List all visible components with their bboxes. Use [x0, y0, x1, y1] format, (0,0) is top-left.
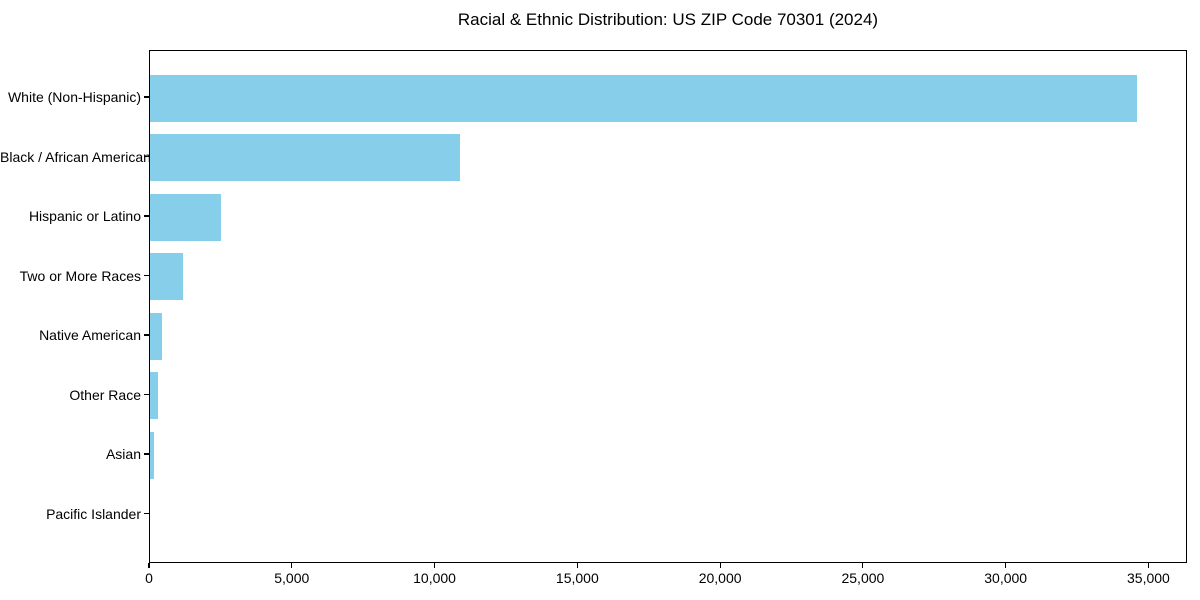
x-tick [1147, 563, 1150, 568]
x-tick [576, 563, 578, 568]
y-tick-label: Asian [105, 446, 141, 462]
chart-title: Racial & Ethnic Distribution: US ZIP Cod… [457, 10, 879, 29]
x-tick [148, 563, 150, 568]
y-tick [144, 274, 149, 277]
x-tick-label: 10,000 [413, 570, 456, 586]
x-tick-label: 30,000 [984, 570, 1028, 586]
y-tick-label: Native American [39, 327, 141, 343]
y-tick [144, 96, 149, 98]
x-tick [719, 563, 721, 568]
y-tick [144, 155, 149, 158]
y-tick-label: Two or More Races [19, 267, 141, 284]
bar [150, 74, 1138, 122]
x-tick-label: 20,000 [698, 570, 742, 586]
bar [150, 134, 461, 181]
y-tick-label: Black / African American [0, 148, 151, 165]
x-tick-label: 25,000 [841, 570, 885, 586]
x-tick-label: 35,000 [1127, 570, 1170, 586]
y-tick [144, 393, 149, 396]
y-tick [144, 334, 149, 336]
y-tick [144, 512, 149, 515]
x-tick [291, 563, 293, 568]
y-tick-label: Pacific Islander [46, 505, 141, 522]
x-tick [433, 563, 436, 568]
bar [150, 372, 159, 419]
x-tick-label: 15,000 [555, 570, 599, 586]
x-tick-label: 5,000 [274, 570, 310, 586]
plot-area [149, 50, 1187, 563]
bar [150, 193, 222, 241]
y-tick [144, 453, 149, 455]
bar [150, 431, 154, 479]
bar [150, 312, 163, 360]
x-tick-label: 0 [145, 570, 153, 586]
y-tick-label: White (Non-Hispanic) [7, 89, 141, 105]
bar [150, 253, 183, 300]
y-tick [144, 215, 149, 217]
y-tick-label: Other Race [69, 386, 141, 403]
x-tick [1005, 563, 1007, 568]
x-tick [862, 563, 864, 568]
y-tick-label: Hispanic or Latino [28, 208, 141, 224]
